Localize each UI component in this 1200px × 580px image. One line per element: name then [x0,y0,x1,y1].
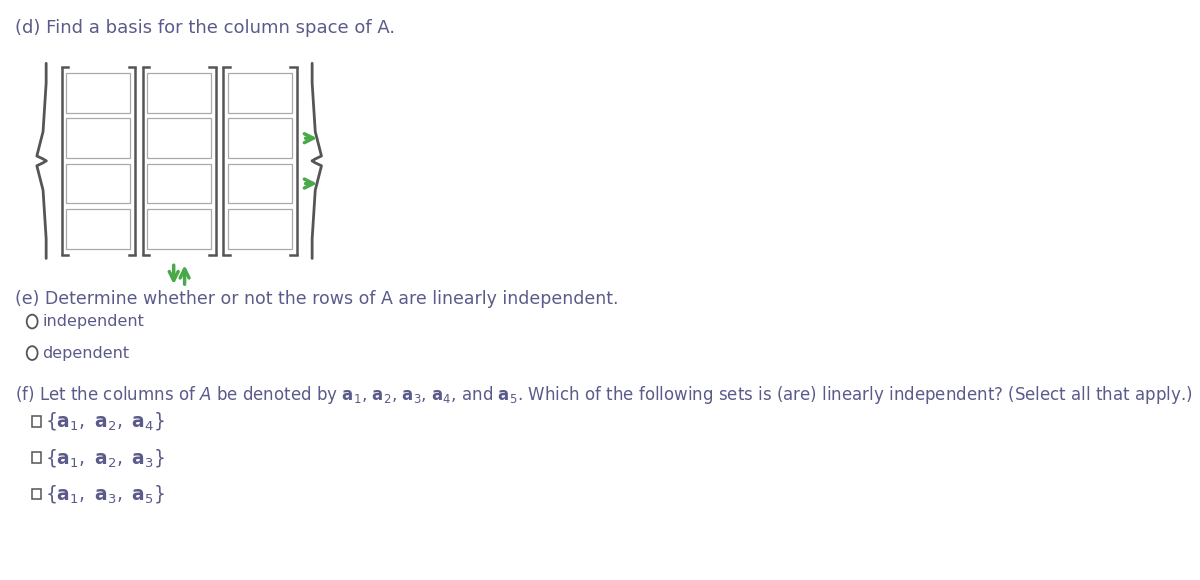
Bar [148,118,211,158]
Bar [228,164,292,203]
Bar [66,164,130,203]
Text: $\{\mathbf{a}_1,\ \mathbf{a}_3,\ \mathbf{a}_5\}$: $\{\mathbf{a}_1,\ \mathbf{a}_3,\ \mathbf… [46,483,166,505]
Text: independent: independent [42,314,144,329]
Bar [32,452,41,463]
Bar [228,118,292,158]
Bar [66,118,130,158]
Bar [32,488,41,499]
Bar [66,73,130,113]
Bar [228,73,292,113]
Text: $\{\mathbf{a}_1,\ \mathbf{a}_2,\ \mathbf{a}_3\}$: $\{\mathbf{a}_1,\ \mathbf{a}_2,\ \mathbf… [46,447,166,469]
Bar [228,209,292,249]
Text: (f) Let the columns of $A$ be denoted by $\mathbf{a}_1$, $\mathbf{a}_2$, $\mathb: (f) Let the columns of $A$ be denoted by… [16,383,1193,405]
Bar [148,73,211,113]
Text: (d) Find a basis for the column space of A.: (d) Find a basis for the column space of… [16,19,395,37]
Bar [148,164,211,203]
Text: $\{\mathbf{a}_1,\ \mathbf{a}_2,\ \mathbf{a}_4\}$: $\{\mathbf{a}_1,\ \mathbf{a}_2,\ \mathbf… [46,410,166,432]
Bar [148,209,211,249]
Text: (e) Determine whether or not the rows of A are linearly independent.: (e) Determine whether or not the rows of… [16,290,618,308]
Bar [32,416,41,426]
Text: dependent: dependent [42,346,130,361]
Bar [66,209,130,249]
